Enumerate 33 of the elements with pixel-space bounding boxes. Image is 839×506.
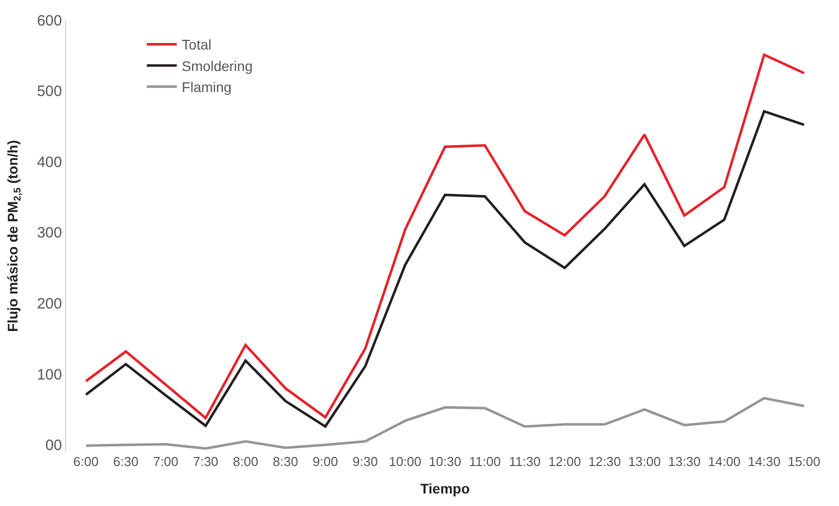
x-tick-label: 10:00	[388, 454, 422, 469]
x-tick-label: 6:00	[73, 454, 99, 469]
x-tick-label: 6:30	[113, 454, 138, 469]
y-tick-label: 600	[36, 12, 62, 30]
x-tick-label: 13:30	[668, 454, 701, 469]
x-tick-label: 15:00	[788, 454, 820, 469]
y-tick-label: 300	[36, 224, 62, 242]
x-tick-label: 8:00	[232, 454, 258, 469]
x-tick-label: 7:00	[153, 454, 178, 469]
x-tick-label: 11:00	[469, 454, 501, 469]
x-tick-label: 11:30	[509, 454, 541, 469]
y-tick-label: 400	[36, 154, 62, 171]
x-tick-label: 9:00	[312, 454, 338, 469]
legend-label: Total	[182, 36, 212, 53]
line-series	[84, 396, 806, 450]
x-tick-label: 8:30	[272, 454, 298, 469]
x-axis-title: Tiempo	[420, 480, 470, 496]
y-tick-label: 00	[45, 437, 62, 454]
x-tick-label: 10:30	[428, 454, 462, 469]
x-tick-label: 13:00	[628, 454, 661, 469]
x-tick-label: 7:30	[192, 454, 218, 469]
line-series	[84, 53, 806, 420]
line-series	[84, 110, 806, 428]
y-tick-label: 500	[36, 83, 62, 100]
x-tick-label: 9:30	[352, 454, 378, 469]
y-tick-label: 100	[36, 366, 62, 384]
x-tick-label: 12:00	[548, 454, 581, 469]
x-tick-label: 14:00	[708, 454, 741, 469]
legend-label: Flaming	[182, 79, 232, 96]
y-tick-label: 200	[36, 296, 62, 313]
legend-label: Smoldering	[182, 58, 253, 74]
x-tick-label: 12:30	[588, 454, 621, 469]
x-tick-label: 14:30	[748, 454, 780, 469]
